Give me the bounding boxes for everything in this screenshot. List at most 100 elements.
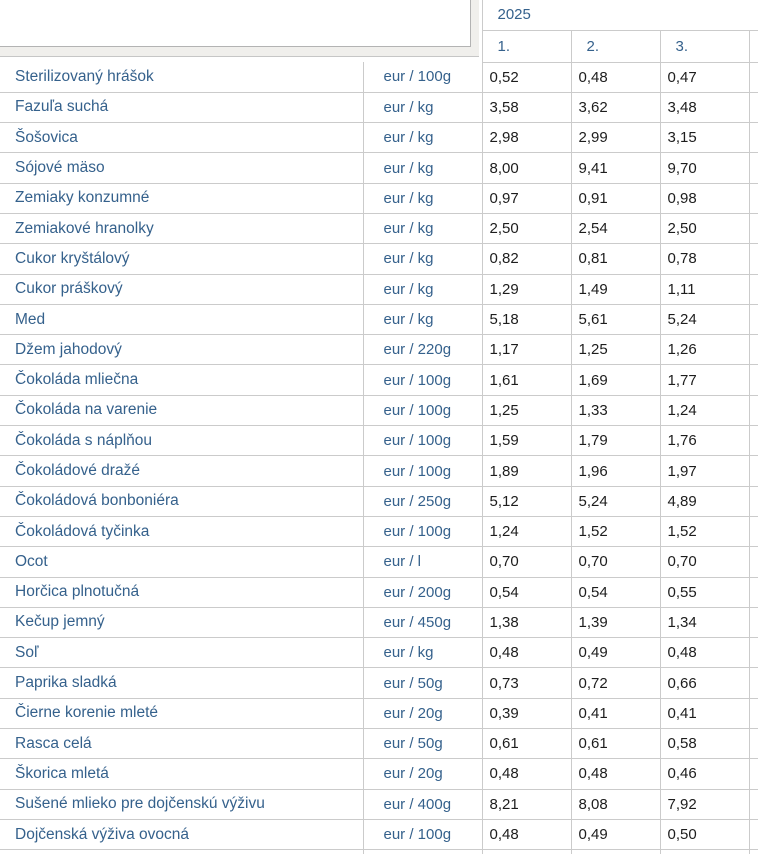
frozen-pane-corner — [0, 0, 479, 57]
item-name-cell: Čokoláda na varenie — [0, 395, 364, 427]
price-cell-month-1 — [482, 849, 572, 854]
item-name-cell: Čokoláda s náplňou — [0, 425, 364, 457]
table-row: Čokoládová tyčinka eur / 100g 1,24 1,52 … — [0, 516, 758, 548]
price-cell-month-1: 2,98 — [482, 122, 572, 154]
table-row: Ocot eur / l 0,70 0,70 0,70 — [0, 546, 758, 578]
unit-cell: eur / 20g — [363, 758, 483, 790]
price-cell-month-2 — [571, 849, 661, 854]
unit-cell: eur / 50g — [363, 667, 483, 699]
price-table-body: Sterilizovaný hrášok eur / 100g 0,52 0,4… — [0, 62, 758, 854]
table-row: Sterilizovaný hrášok eur / 100g 0,52 0,4… — [0, 62, 758, 93]
table-row: Čokoláda s náplňou eur / 100g 1,59 1,79 … — [0, 425, 758, 457]
table-row: Zemiakové hranolky eur / kg 2,50 2,54 2,… — [0, 213, 758, 245]
price-cell-month-3: 1,77 — [660, 364, 750, 396]
clipped-cell — [749, 486, 758, 517]
clipped-cell — [749, 274, 758, 305]
unit-cell: eur / 250g — [363, 486, 483, 517]
clipped-cell — [749, 152, 758, 184]
table-row: Čierne korenie mleté eur / 20g 0,39 0,41… — [0, 698, 758, 730]
clipped-cell — [749, 577, 758, 608]
item-name-cell: Paprika sladká — [0, 667, 364, 699]
unit-cell: eur / 100g — [363, 516, 483, 548]
clipped-cell — [749, 667, 758, 699]
month-header-row: 1. 2. 3. — [0, 30, 758, 63]
price-cell-month-3: 1,97 — [660, 455, 750, 487]
price-cell-month-1: 8,21 — [482, 789, 572, 820]
table-row: Čokoláda mliečna eur / 100g 1,61 1,69 1,… — [0, 364, 758, 396]
price-cell-month-2: 9,41 — [571, 152, 661, 184]
clipped-cell — [749, 819, 758, 851]
price-cell-month-2: 0,48 — [571, 62, 661, 93]
item-name-cell: Ocot — [0, 546, 364, 578]
price-cell-month-2: 0,61 — [571, 728, 661, 760]
clipped-cell — [749, 364, 758, 396]
frozen-pane-bevel — [0, 0, 479, 57]
month-header-clipped — [748, 30, 758, 63]
price-cell-month-2: 1,79 — [571, 425, 661, 457]
price-cell-month-3: 3,15 — [660, 122, 750, 154]
item-name-cell: Čokoládová bonboniéra — [0, 486, 364, 517]
unit-cell: eur / kg — [363, 243, 483, 275]
price-cell-month-3: 0,98 — [660, 183, 750, 214]
year-header-row: 2025 — [0, 0, 758, 31]
item-name-cell: Soľ — [0, 637, 364, 669]
price-cell-month-2: 3,62 — [571, 92, 661, 124]
price-cell-month-2: 2,54 — [571, 213, 661, 245]
item-name-cell: Čokoládové dražé — [0, 455, 364, 487]
price-cell-month-2: 2,99 — [571, 122, 661, 154]
price-cell-month-1: 0,48 — [482, 758, 572, 790]
table-row: Sójové mäso eur / kg 8,00 9,41 9,70 — [0, 152, 758, 184]
price-cell-month-3: 0,55 — [660, 577, 750, 608]
clipped-cell — [749, 546, 758, 578]
clipped-cell — [749, 122, 758, 154]
price-cell-month-2: 0,81 — [571, 243, 661, 275]
unit-cell: eur / 100g — [363, 395, 483, 427]
price-cell-month-2: 1,96 — [571, 455, 661, 487]
clipped-cell — [749, 455, 758, 487]
price-cell-month-3: 7,92 — [660, 789, 750, 820]
table-row: Sušené mlieko pre dojčenskú výživu eur /… — [0, 789, 758, 820]
price-cell-month-1: 1,25 — [482, 395, 572, 427]
item-name-cell: Zemiakové hranolky — [0, 213, 364, 245]
price-cell-month-3: 9,70 — [660, 152, 750, 184]
price-cell-month-1: 1,89 — [482, 455, 572, 487]
price-cell-month-3: 1,76 — [660, 425, 750, 457]
price-cell-month-1: 3,58 — [482, 92, 572, 124]
price-cell-month-3: 4,89 — [660, 486, 750, 517]
table-row: Čokoládové dražé eur / 100g 1,89 1,96 1,… — [0, 455, 758, 487]
clipped-cell — [749, 183, 758, 214]
price-cell-month-1: 5,12 — [482, 486, 572, 517]
price-cell-month-1: 1,24 — [482, 516, 572, 548]
price-cell-month-2: 0,49 — [571, 637, 661, 669]
item-name-cell: Čokoládová tyčinka — [0, 516, 364, 548]
price-cell-month-3: 5,24 — [660, 304, 750, 336]
table-row: Cukor práškový eur / kg 1,29 1,49 1,11 — [0, 274, 758, 305]
price-cell-month-2: 0,49 — [571, 819, 661, 851]
price-cell-month-3: 2,50 — [660, 213, 750, 245]
price-cell-month-3: 1,34 — [660, 607, 750, 639]
price-cell-month-3 — [660, 849, 750, 854]
unit-cell: eur / 50g — [363, 728, 483, 760]
price-cell-month-1: 0,61 — [482, 728, 572, 760]
item-name-cell: Rasca celá — [0, 728, 364, 760]
item-name-cell: Čokoláda mliečna — [0, 364, 364, 396]
price-cell-month-2: 5,24 — [571, 486, 661, 517]
price-cell-month-1: 0,54 — [482, 577, 572, 608]
unit-cell: eur / kg — [363, 152, 483, 184]
unit-cell: eur / 200g — [363, 577, 483, 608]
price-cell-month-1: 0,48 — [482, 819, 572, 851]
price-cell-month-3: 0,46 — [660, 758, 750, 790]
price-cell-month-1: 0,70 — [482, 546, 572, 578]
frozen-pane-inner-edge — [0, 0, 471, 47]
price-cell-month-2: 0,48 — [571, 758, 661, 790]
price-cell-month-2: 1,49 — [571, 274, 661, 305]
clipped-cell — [749, 92, 758, 124]
item-name-cell: Čierne korenie mleté — [0, 698, 364, 730]
item-name-cell: Sójové mäso — [0, 152, 364, 184]
price-cell-month-1: 0,73 — [482, 667, 572, 699]
table-row: Dojčenská výživa ovocná eur / 100g 0,48 … — [0, 819, 758, 851]
item-name-cell: Kečup jemný — [0, 607, 364, 639]
unit-cell: eur / 100g — [363, 364, 483, 396]
price-cell-month-2: 0,41 — [571, 698, 661, 730]
